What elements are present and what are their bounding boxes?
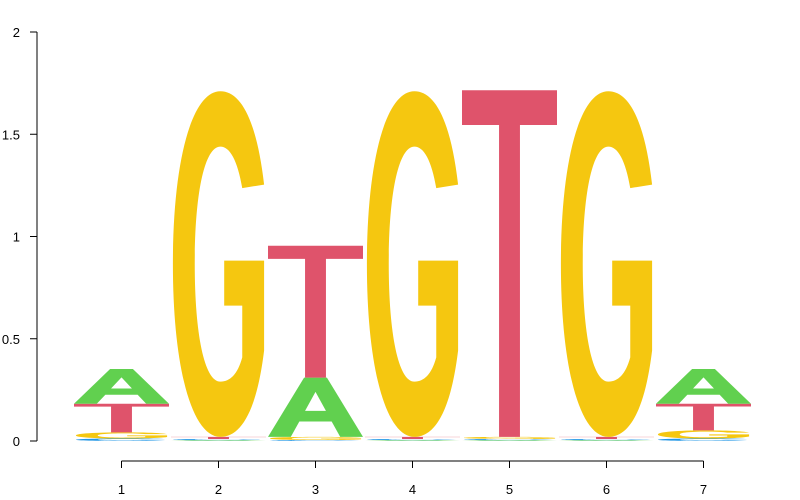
stack-position-4 xyxy=(365,91,460,441)
letter-C xyxy=(75,438,166,441)
letter-A xyxy=(268,377,363,437)
letter-T xyxy=(656,403,751,431)
letter-T xyxy=(74,403,169,433)
x-tick-label: 4 xyxy=(409,482,416,497)
letter-C xyxy=(657,438,748,441)
x-tick-label: 7 xyxy=(700,482,707,497)
letter-G xyxy=(75,432,168,439)
letter-A xyxy=(365,440,460,441)
letter-G xyxy=(463,436,556,439)
y-tick-label: 2 xyxy=(13,25,20,40)
x-tick-label: 6 xyxy=(603,482,610,497)
letter-stacks xyxy=(74,90,751,441)
letter-C xyxy=(463,438,554,441)
letter-C xyxy=(172,438,263,441)
letter-G xyxy=(366,91,459,437)
letter-A xyxy=(462,440,557,441)
letter-G xyxy=(560,91,653,437)
x-tick-label: 2 xyxy=(215,482,222,497)
y-tick-label: 1.5 xyxy=(2,127,20,142)
y-tick-label: 1 xyxy=(13,230,20,245)
letter-C xyxy=(560,438,651,441)
y-axis: 0 0.5 1 1.5 2 xyxy=(2,25,38,449)
letter-A xyxy=(74,369,169,404)
x-tick-label: 1 xyxy=(118,482,125,497)
letter-A xyxy=(656,369,751,404)
letter-G xyxy=(269,436,362,440)
stack-position-6 xyxy=(559,91,654,441)
x-axis: 1 2 3 4 5 6 7 xyxy=(118,460,707,497)
y-tick-label: 0.5 xyxy=(2,332,20,347)
y-tick-label: 0 xyxy=(13,434,20,449)
letter-A xyxy=(171,440,266,441)
stack-position-2 xyxy=(171,91,266,441)
letter-C xyxy=(269,439,360,441)
stack-position-3 xyxy=(268,245,363,441)
letter-T xyxy=(365,436,460,439)
stack-position-7 xyxy=(656,369,751,441)
letter-T xyxy=(559,436,654,439)
letter-G xyxy=(657,430,750,439)
x-tick-label: 3 xyxy=(312,482,319,497)
x-tick-label: 5 xyxy=(506,482,513,497)
letter-T xyxy=(171,436,266,439)
letter-T xyxy=(462,90,557,437)
stack-position-1 xyxy=(74,369,169,441)
stack-position-5 xyxy=(462,90,557,441)
letter-T xyxy=(268,245,363,378)
letter-A xyxy=(559,440,654,441)
letter-G xyxy=(172,91,265,437)
letter-C xyxy=(366,438,457,441)
